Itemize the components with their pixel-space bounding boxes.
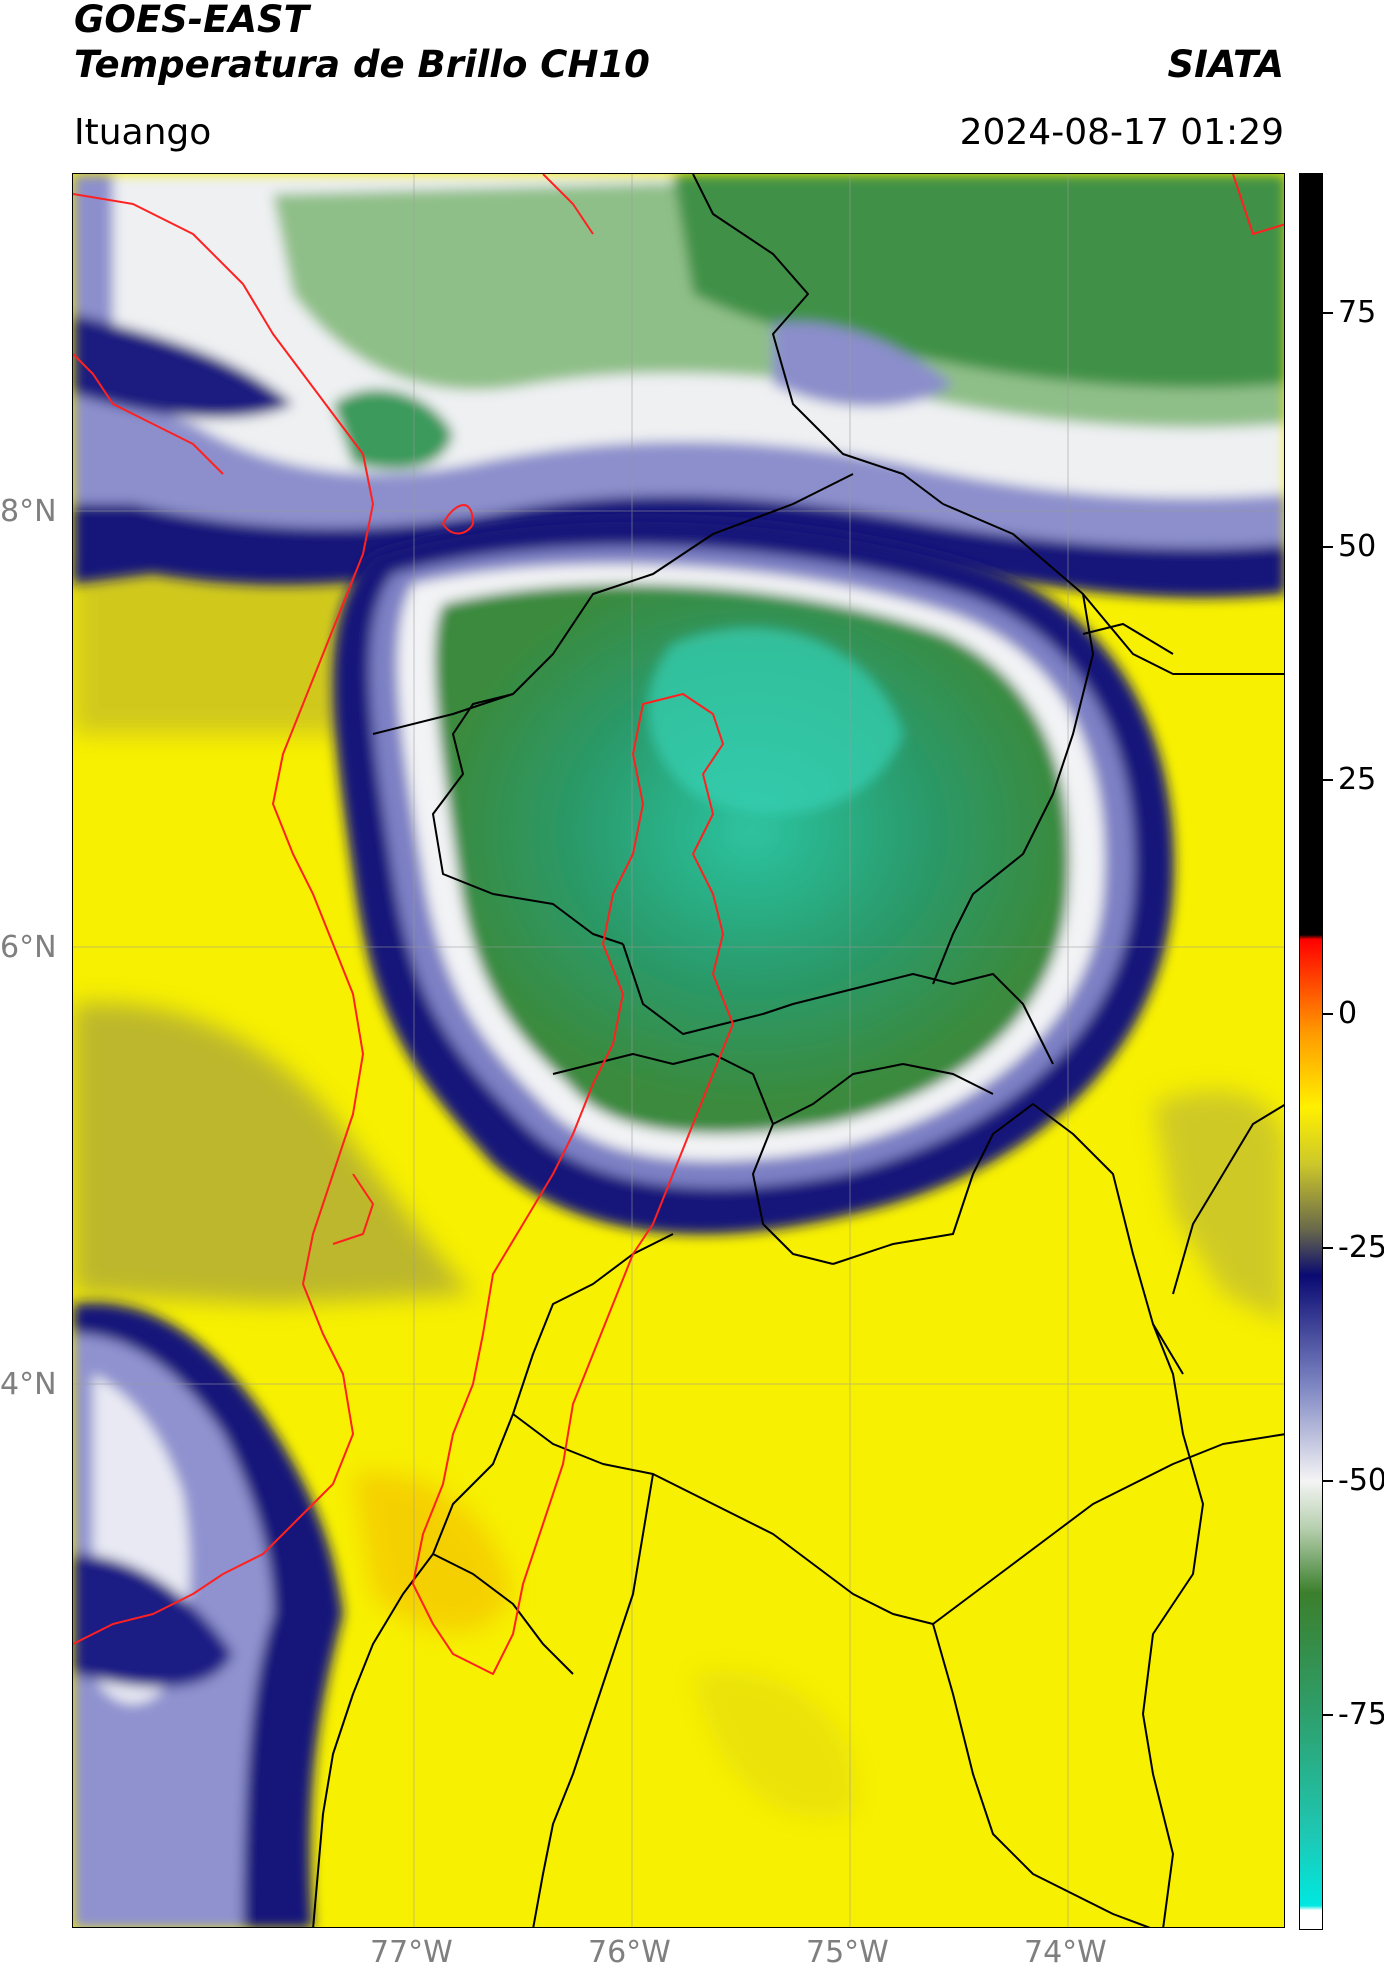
colorbar-tick	[1323, 1013, 1333, 1016]
lat-label-4n: 4°N	[0, 1367, 57, 1402]
title-line1: GOES-EAST	[74, 0, 309, 41]
department-boundaries	[312, 174, 1284, 1927]
colorbar-tick	[1323, 1480, 1333, 1483]
colorbar-tick	[1323, 1714, 1333, 1717]
lat-label-6n: 6°N	[0, 930, 57, 965]
colorbar-tick-label: -75	[1338, 1697, 1384, 1733]
lon-label-74w: 74°W	[1024, 1935, 1107, 1970]
cold-clouds-north	[73, 174, 1284, 598]
coastline-and-borders	[73, 174, 1284, 1645]
colorbar-tick-label: -50	[1338, 1463, 1384, 1499]
colorbar-tick-label: 0	[1338, 996, 1358, 1032]
convective-complex	[333, 517, 1174, 1235]
colorbar-tick	[1323, 779, 1333, 782]
title-line2: Temperatura de Brillo CH10	[74, 43, 650, 86]
cold-clouds-southwest	[73, 1302, 343, 1927]
location-label: Ituango	[74, 112, 212, 153]
lon-label-77w: 77°W	[370, 1935, 453, 1970]
ituango-basin-outline	[412, 693, 734, 1675]
colorbar-tick	[1323, 1246, 1333, 1249]
colorbar	[1299, 173, 1323, 1930]
lat-label-8n: 8°N	[0, 494, 57, 529]
lon-label-76w: 76°W	[588, 1935, 671, 1970]
colorbar-tick-label: 25	[1338, 762, 1377, 798]
colorbar-tick-label: -25	[1338, 1229, 1384, 1265]
grid-lines	[73, 174, 1284, 1927]
colorbar-tick	[1323, 312, 1333, 315]
colorbar-tick-label: 50	[1338, 528, 1377, 564]
map-canvas	[73, 174, 1284, 1927]
timestamp-label: 2024-08-17 01:29	[959, 112, 1284, 153]
colorbar-tick-label: 75	[1338, 295, 1377, 331]
lon-label-75w: 75°W	[806, 1935, 889, 1970]
brand-label: SIATA	[1167, 43, 1284, 86]
satellite-map[interactable]	[72, 173, 1285, 1928]
colorbar-tick	[1323, 545, 1333, 548]
